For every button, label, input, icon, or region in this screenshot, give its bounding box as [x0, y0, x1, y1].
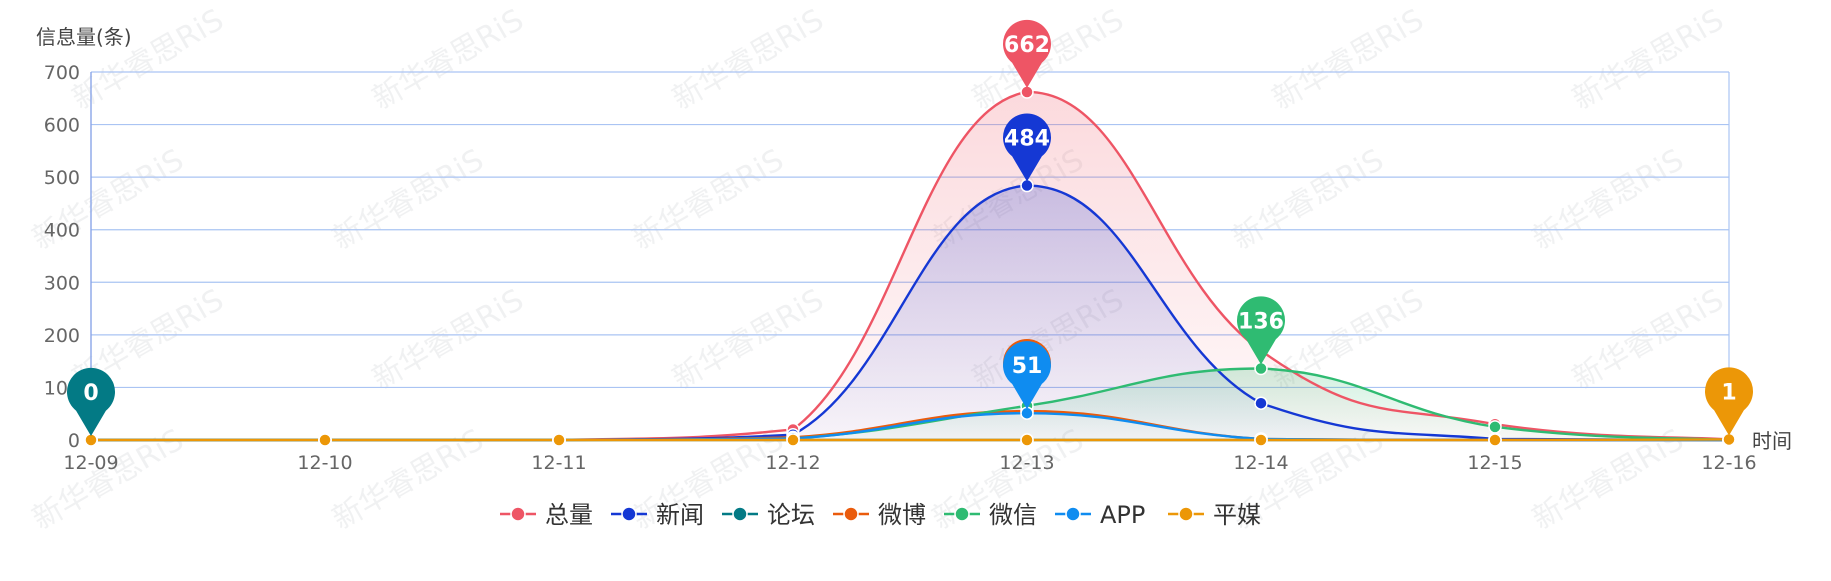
watermark-text: 新华睿思RiS [627, 143, 790, 257]
legend-item[interactable]: 总量 [500, 501, 593, 529]
max-pin: 484 [1003, 113, 1051, 182]
data-point[interactable] [786, 433, 800, 447]
y-tick-label: 600 [44, 115, 80, 137]
x-axis-title: 时间 [1752, 429, 1792, 453]
data-point[interactable] [1254, 396, 1268, 410]
watermark-text: 新华睿思RiS [1227, 143, 1390, 257]
legend-label: APP [1100, 501, 1145, 529]
legend-item[interactable]: APP [1055, 501, 1145, 529]
watermark-text: 新华睿思RiS [1827, 423, 1831, 537]
data-point[interactable] [1254, 433, 1268, 447]
max-pin: 0 [67, 367, 116, 436]
legend-marker [510, 506, 526, 522]
pin-label: 51 [1012, 354, 1043, 379]
legend-marker [621, 506, 637, 522]
legend-label: 总量 [545, 501, 593, 529]
legend-marker [1065, 506, 1081, 522]
watermark-text: 新华睿思RiS [1567, 283, 1730, 397]
pin-shape [1003, 113, 1051, 182]
data-point[interactable] [1488, 420, 1502, 434]
x-tick-label: 12-15 [1467, 452, 1522, 474]
y-tick-label: 0 [68, 430, 80, 452]
pin-shape [1003, 19, 1051, 88]
series-area [91, 185, 1729, 440]
watermark-text: 新华睿思RiS [667, 283, 830, 397]
x-tick-label: 12-11 [531, 452, 586, 474]
x-tick-label: 12-16 [1701, 452, 1756, 474]
series-line [91, 438, 1730, 442]
legend-item[interactable]: 论坛 [722, 501, 815, 529]
watermark-text: 新华睿思RiS [327, 143, 490, 257]
x-tick-label: 12-09 [63, 452, 118, 474]
max-pin: 1 [1705, 367, 1754, 436]
data-point[interactable] [1488, 433, 1502, 447]
y-tick-label: 400 [44, 220, 80, 242]
legend-marker [732, 506, 748, 522]
y-tick-label: 300 [44, 272, 80, 294]
data-point[interactable] [552, 433, 566, 447]
x-tick-label: 12-13 [999, 452, 1054, 474]
legend-label: 论坛 [767, 501, 815, 529]
legend-item[interactable]: 平媒 [1168, 501, 1261, 529]
x-tick-label: 12-10 [297, 452, 352, 474]
legend-item[interactable]: 微信 [944, 501, 1037, 529]
pin-shape [1236, 296, 1285, 365]
pin-shape [1705, 367, 1754, 436]
watermark-text: 新华睿思RiS [1827, 143, 1831, 257]
watermark-text: 新华睿思RiS [1567, 3, 1730, 117]
legend-marker [1178, 506, 1194, 522]
legend-label: 平媒 [1213, 501, 1261, 529]
legend-label: 新闻 [656, 501, 704, 529]
pin-label: 0 [83, 381, 98, 406]
pin-shape [1003, 341, 1051, 410]
data-point[interactable] [1020, 433, 1034, 447]
y-tick-label: 200 [44, 325, 80, 347]
legend-label: 微信 [989, 501, 1037, 529]
y-axis-title: 信息量(条) [36, 25, 132, 49]
watermark-text: 新华睿思RiS [1267, 3, 1430, 117]
legend-item[interactable]: 微博 [833, 501, 926, 529]
max-pin: 662 [1003, 19, 1051, 88]
pin-label: 1 [1721, 380, 1736, 405]
legend-marker [843, 506, 859, 522]
data-point[interactable] [318, 433, 332, 447]
legend-item[interactable]: 新闻 [611, 501, 704, 529]
series-area [91, 91, 1729, 440]
watermark-text: 新华睿思RiS [367, 3, 530, 117]
watermark-text: 新华睿思RiS [667, 3, 830, 117]
max-markers: 662 484 0 136 51 1 [67, 19, 1754, 436]
legend-label: 微博 [878, 501, 926, 529]
x-tick-label: 12-14 [1233, 452, 1288, 474]
legend-marker [954, 506, 970, 522]
legend[interactable]: 总量 新闻 论坛 微博 微信 APP 平媒 [500, 501, 1261, 529]
series-lines [91, 90, 1730, 442]
y-tick-label: 700 [44, 62, 80, 84]
x-tick-label: 12-12 [765, 452, 820, 474]
y-tick-label: 500 [44, 167, 80, 189]
pin-shape [67, 367, 116, 436]
pin-label: 136 [1238, 310, 1284, 335]
watermark-text: 新华睿思RiS [367, 283, 530, 397]
pin-label: 662 [1004, 33, 1050, 58]
pin-label: 484 [1004, 127, 1050, 152]
max-pin: 51 [1003, 341, 1051, 410]
watermark-text: 新华睿思RiS [1527, 143, 1690, 257]
max-pin: 136 [1236, 296, 1285, 365]
